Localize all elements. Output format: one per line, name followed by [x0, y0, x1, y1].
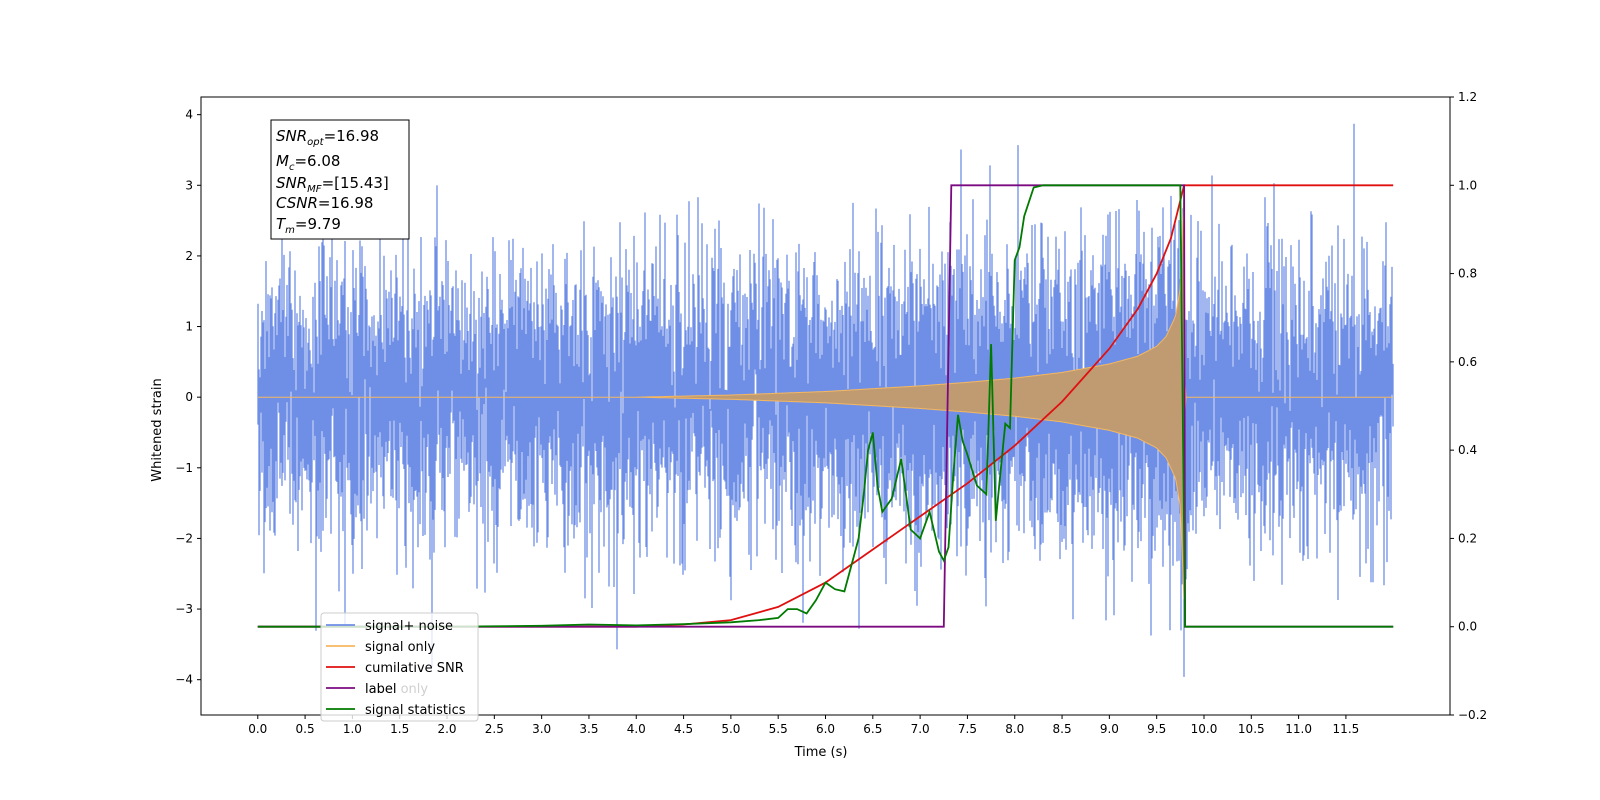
x-tick-label: 1.0 — [343, 722, 362, 736]
x-tick-label: 10.0 — [1191, 722, 1218, 736]
y-left-tick-label: 4 — [185, 108, 193, 122]
x-tick-label: 5.5 — [769, 722, 788, 736]
y-right-tick-label: 0.6 — [1458, 355, 1477, 369]
legend-label-signal-only: signal only — [365, 640, 435, 655]
y-left-tick-label: 3 — [185, 178, 193, 192]
annotation-csnr: CSNR=16.98 — [276, 194, 373, 212]
x-tick-label: 11.0 — [1285, 722, 1312, 736]
y-right-tick-label: 0.8 — [1458, 267, 1477, 281]
y-axis-label: Whitened strain — [150, 378, 165, 481]
x-tick-label: 1.5 — [390, 722, 409, 736]
y-axis-left-ticks: 4 3 2 1 0 −1 −2 −3 −4 — [175, 108, 201, 687]
annotation-box: SNRopt=16.98 Mc=6.08 SNRMF=[15.43] CSNR=… — [270, 119, 410, 240]
x-tick-label: 10.5 — [1238, 722, 1265, 736]
y-right-tick-label: 0.2 — [1458, 531, 1477, 545]
y-left-tick-label: −1 — [175, 461, 193, 475]
x-tick-label: 6.0 — [816, 722, 835, 736]
x-tick-label: 7.5 — [958, 722, 977, 736]
y-right-tick-label: 0.4 — [1458, 443, 1477, 457]
y-axis-right-ticks: 1.2 1.0 0.8 0.6 0.4 0.2 0.0 −0.2 — [1450, 90, 1487, 722]
legend-label-cumulative-snr: cumilative SNR — [365, 661, 464, 676]
y-left-tick-label: 0 — [185, 390, 193, 404]
y-left-tick-label: 2 — [185, 249, 193, 263]
x-tick-label: 7.0 — [911, 722, 930, 736]
x-axis-ticks: 0.0 0.5 1.0 1.5 2.0 2.5 3.0 3.5 4.0 4.5 5.0 5.5 6.0 6… — [248, 715, 1359, 736]
x-tick-label: 11.5 — [1333, 722, 1360, 736]
x-tick-label: 8.5 — [1053, 722, 1072, 736]
x-tick-label: 0.5 — [296, 722, 315, 736]
x-tick-label: 6.5 — [863, 722, 882, 736]
x-tick-label: 5.0 — [721, 722, 740, 736]
legend-label-signal-statistics: signal statistics — [365, 703, 466, 718]
x-tick-label: 2.0 — [437, 722, 456, 736]
legend-label-signal-noise: signal+ noise — [365, 619, 453, 634]
annotation-snr-opt: SNRopt=16.98 — [276, 127, 379, 148]
x-tick-label: 9.0 — [1100, 722, 1119, 736]
legend-frame — [320, 612, 479, 722]
series-layer — [257, 123, 1394, 677]
legend-overlap-text: label only — [365, 682, 428, 697]
cumulative-snr-line — [257, 184, 1394, 628]
x-tick-label: 2.5 — [485, 722, 504, 736]
signal-only-series — [258, 195, 1393, 600]
x-tick-label: 8.0 — [1005, 722, 1024, 736]
x-tick-label: 4.0 — [627, 722, 646, 736]
annotation-frame — [270, 119, 410, 240]
x-tick-label: 3.5 — [579, 722, 598, 736]
x-axis-label: Time (s) — [794, 745, 848, 760]
annotation-tm: Tm=9.79 — [276, 215, 341, 236]
x-tick-label: 4.5 — [674, 722, 693, 736]
x-tick-label: 0.0 — [248, 722, 267, 736]
annotation-snr-mf: SNRMF=[15.43] — [276, 174, 389, 195]
x-tick-label: 3.0 — [532, 722, 551, 736]
legend-label-label: label — [365, 682, 396, 697]
y-left-tick-label: −2 — [175, 531, 193, 545]
y-left-tick-label: −4 — [175, 673, 193, 687]
y-right-tick-label: 1.2 — [1458, 90, 1477, 104]
y-right-tick-label: 1.0 — [1458, 178, 1477, 192]
y-left-tick-label: −3 — [175, 602, 193, 616]
y-right-tick-label: 0.0 — [1458, 620, 1477, 634]
signal-statistics-line — [257, 184, 1394, 628]
x-tick-label: 9.5 — [1147, 722, 1166, 736]
legend: label only signal+ noise signal only cum… — [320, 612, 479, 722]
y-left-tick-label: 1 — [185, 320, 193, 334]
annotation-mc: Mc=6.08 — [276, 152, 340, 173]
y-right-tick-label: −0.2 — [1458, 708, 1487, 722]
